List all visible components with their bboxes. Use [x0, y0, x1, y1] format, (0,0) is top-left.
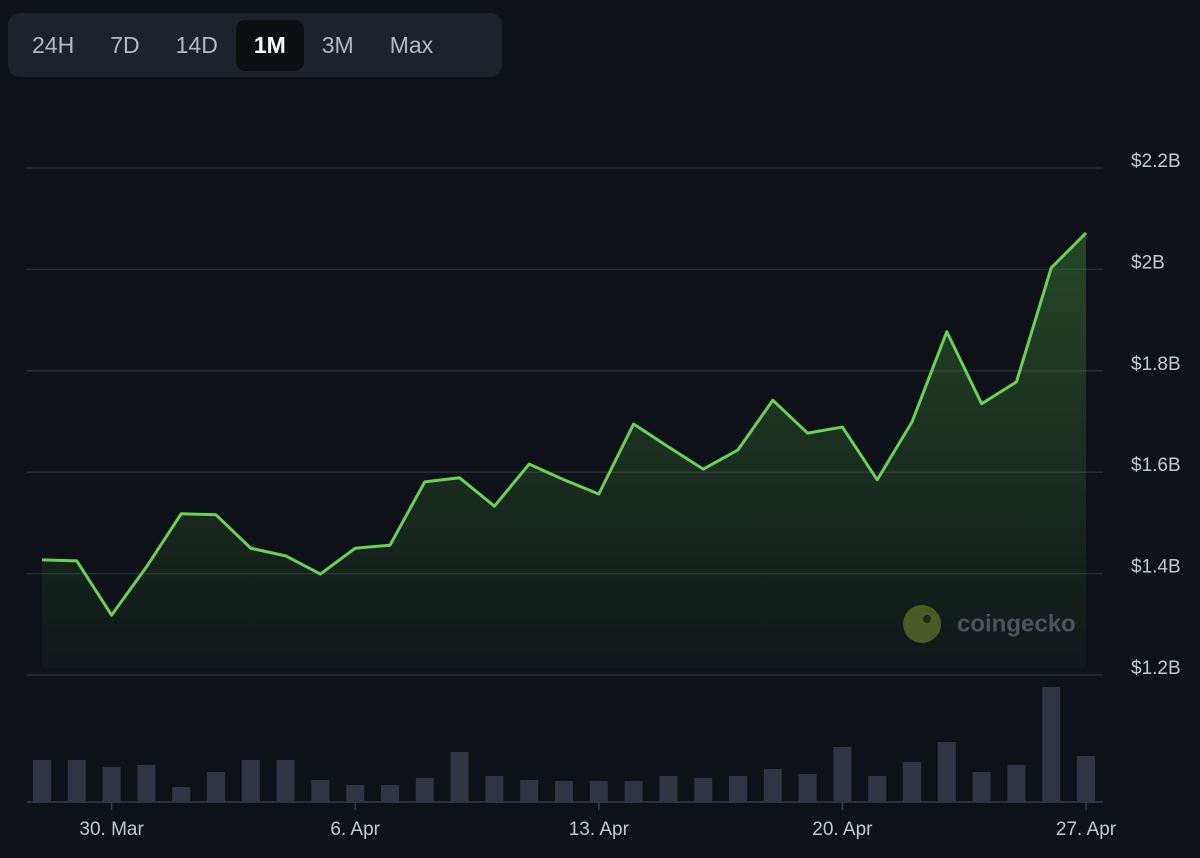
- volume-bar: [450, 752, 469, 802]
- y-tick-label: $2B: [1131, 252, 1165, 273]
- volume-bar: [311, 780, 330, 802]
- price-line: [41, 231, 1088, 617]
- area: [42, 232, 1086, 668]
- y-tick-label: $1.8B: [1131, 354, 1181, 375]
- volume-bar: [415, 778, 434, 802]
- range-button[interactable]: Max: [389, 31, 434, 58]
- x-tick-label: 6. Apr: [330, 819, 380, 840]
- volume-bar: [555, 781, 573, 802]
- volume-bar: [589, 781, 608, 802]
- range-button[interactable]: 7D: [110, 31, 140, 58]
- y-tick-label: $1.6B: [1131, 455, 1181, 476]
- range-button[interactable]: 14D: [175, 31, 218, 58]
- volume-bar: [102, 767, 121, 802]
- volume-bar: [659, 776, 678, 802]
- volume-bar: [207, 772, 225, 802]
- watermark: coingecko: [957, 610, 1076, 637]
- y-tick-label: $1.4B: [1131, 557, 1181, 578]
- volume-bar: [381, 785, 399, 802]
- volume-bar: [520, 780, 539, 802]
- x-tick-label: 27. Apr: [1056, 819, 1117, 840]
- range-button[interactable]: 3M: [321, 31, 354, 58]
- y-tick-label: $1.2B: [1131, 658, 1181, 679]
- volume-bar: [937, 742, 956, 802]
- volume-bar: [137, 765, 156, 802]
- y-tick-label: $2.2B: [1131, 151, 1181, 172]
- volume-bar: [1077, 756, 1095, 802]
- volume-bar: [972, 772, 991, 802]
- volume-bar: [833, 747, 852, 802]
- watermark-logo: [903, 605, 941, 643]
- volume-bar: [276, 760, 295, 802]
- volume-bar: [694, 778, 713, 802]
- range-button[interactable]: 24H: [32, 31, 75, 58]
- volume-bar: [172, 787, 191, 802]
- x-tick-label: 20. Apr: [812, 819, 873, 840]
- volume-bar: [346, 785, 365, 802]
- volume-bar: [624, 781, 643, 802]
- volume-bar: [868, 776, 887, 802]
- volume-bar: [729, 776, 747, 802]
- volume-bar: [241, 760, 260, 802]
- volume-bar: [485, 776, 504, 802]
- range-button[interactable]: 1M: [235, 19, 304, 71]
- x-tick-label: 30. Mar: [79, 819, 144, 840]
- watermark-logo-eye: [923, 615, 931, 623]
- range-selector: 24H 7D 14D 1M 3M Max: [8, 13, 502, 77]
- volume-bar: [1007, 765, 1026, 802]
- x-tick-label: 13. Apr: [569, 819, 630, 840]
- volume-bar: [67, 760, 86, 802]
- volume-bar: [763, 769, 782, 802]
- volume-bar: [903, 762, 921, 802]
- volume-bar: [1042, 687, 1061, 802]
- volume-bar: [33, 760, 51, 802]
- volume-bar: [798, 774, 817, 802]
